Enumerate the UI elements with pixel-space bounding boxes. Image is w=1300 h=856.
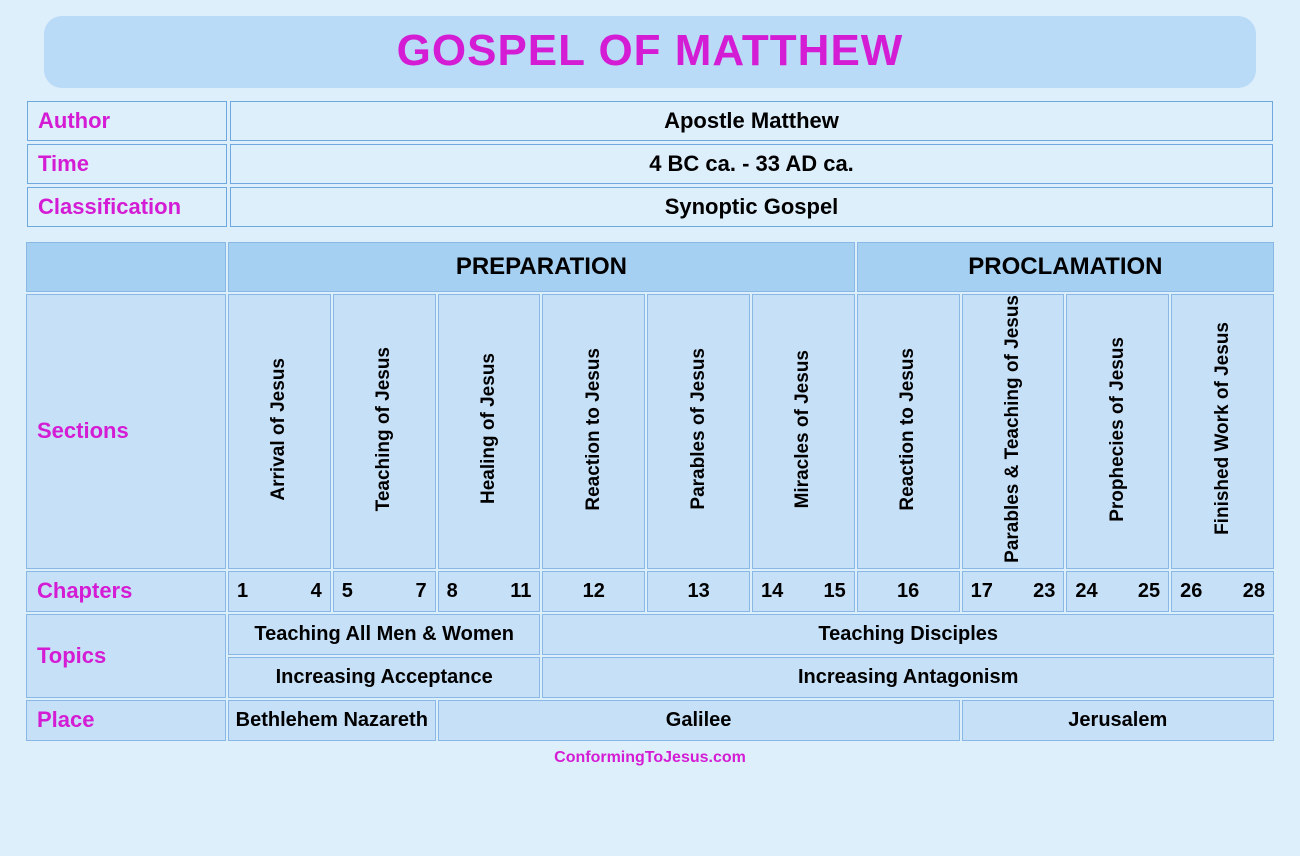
- section-1: Teaching of Jesus: [333, 294, 436, 569]
- section-text-5: Miracles of Jesus: [792, 350, 814, 508]
- section-0: Arrival of Jesus: [228, 294, 331, 569]
- chapter-2: 811: [438, 571, 541, 612]
- section-text-7: Parables & Teaching of Jesus: [1002, 295, 1024, 563]
- section-text-2: Healing of Jesus: [478, 353, 500, 504]
- section-text-4: Parables of Jesus: [688, 348, 710, 510]
- time-value: 4 BC ca. - 33 AD ca.: [230, 144, 1273, 184]
- section-4: Parables of Jesus: [647, 294, 750, 569]
- classification-value: Synoptic Gospel: [230, 187, 1273, 227]
- place-jerusalem: Jerusalem: [962, 700, 1274, 741]
- sections-label: Sections: [26, 294, 226, 569]
- place-bethlehem: Bethlehem Nazareth: [228, 700, 436, 741]
- title-bar: GOSPEL OF MATTHEW: [44, 16, 1256, 88]
- chapter-0: 14: [228, 571, 331, 612]
- place-row: Place Bethlehem Nazareth Galilee Jerusal…: [26, 700, 1274, 741]
- section-8: Prophecies of Jesus: [1066, 294, 1169, 569]
- author-value: Apostle Matthew: [230, 101, 1273, 141]
- chapter-6: 16: [857, 571, 960, 612]
- section-text-3: Reaction to Jesus: [583, 348, 605, 511]
- topics-label: Topics: [26, 614, 226, 698]
- meta-row-classification: Classification Synoptic Gospel: [27, 187, 1273, 227]
- chapter-9: 2628: [1171, 571, 1274, 612]
- chapter-1: 57: [333, 571, 436, 612]
- topic-teaching-disciples: Teaching Disciples: [542, 614, 1274, 655]
- main-table: PREPARATION PROCLAMATION Sections Arriva…: [24, 240, 1276, 743]
- chapters-row: Chapters 14 57 811 12 13 1415 16 1723 24…: [26, 571, 1274, 612]
- chapters-label: Chapters: [26, 571, 226, 612]
- topic-acceptance: Increasing Acceptance: [228, 657, 540, 698]
- section-3: Reaction to Jesus: [542, 294, 645, 569]
- time-label: Time: [27, 144, 227, 184]
- section-7: Parables & Teaching of Jesus: [962, 294, 1065, 569]
- chapter-3: 12: [542, 571, 645, 612]
- classification-label: Classification: [27, 187, 227, 227]
- phase-preparation: PREPARATION: [228, 242, 855, 292]
- meta-row-author: Author Apostle Matthew: [27, 101, 1273, 141]
- phase-empty: [26, 242, 226, 292]
- section-text-8: Prophecies of Jesus: [1107, 337, 1129, 522]
- chapter-4: 13: [647, 571, 750, 612]
- topic-teaching-all: Teaching All Men & Women: [228, 614, 540, 655]
- topic-antagonism: Increasing Antagonism: [542, 657, 1274, 698]
- topics-row-1: Topics Teaching All Men & Women Teaching…: [26, 614, 1274, 655]
- section-text-0: Arrival of Jesus: [268, 358, 290, 501]
- chapter-5: 1415: [752, 571, 855, 612]
- section-text-6: Reaction to Jesus: [897, 348, 919, 511]
- meta-table: Author Apostle Matthew Time 4 BC ca. - 3…: [24, 98, 1276, 230]
- section-5: Miracles of Jesus: [752, 294, 855, 569]
- chapter-7: 1723: [962, 571, 1065, 612]
- section-6: Reaction to Jesus: [857, 294, 960, 569]
- page-title: GOSPEL OF MATTHEW: [44, 26, 1256, 76]
- section-2: Healing of Jesus: [438, 294, 541, 569]
- place-galilee: Galilee: [438, 700, 960, 741]
- place-label: Place: [26, 700, 226, 741]
- chapter-8: 2425: [1066, 571, 1169, 612]
- section-9: Finished Work of Jesus: [1171, 294, 1274, 569]
- section-text-1: Teaching of Jesus: [373, 347, 395, 511]
- meta-row-time: Time 4 BC ca. - 33 AD ca.: [27, 144, 1273, 184]
- sections-row: Sections Arrival of Jesus Teaching of Je…: [26, 294, 1274, 569]
- footer-credit: ConformingToJesus.com: [24, 743, 1276, 767]
- phase-row: PREPARATION PROCLAMATION: [26, 242, 1274, 292]
- phase-proclamation: PROCLAMATION: [857, 242, 1274, 292]
- section-text-9: Finished Work of Jesus: [1212, 322, 1234, 535]
- author-label: Author: [27, 101, 227, 141]
